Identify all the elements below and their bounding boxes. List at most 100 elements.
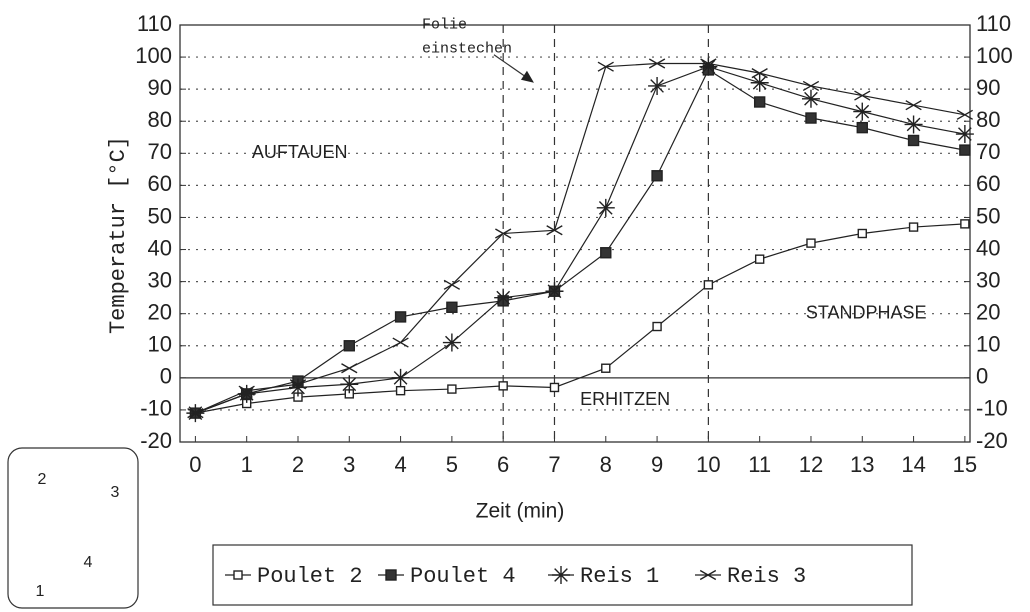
marker <box>648 58 666 69</box>
marker <box>546 225 563 236</box>
y-tick-label: 40 <box>148 235 172 260</box>
y-tick-label: 10 <box>148 332 172 357</box>
y2-tick-label: -10 <box>976 396 1008 421</box>
y-tick-label: -20 <box>140 428 172 453</box>
y2-tick-label: 0 <box>976 364 988 389</box>
y-tick-label: 80 <box>148 107 172 132</box>
plot-frame <box>179 24 971 443</box>
marker <box>596 198 615 217</box>
y-tick-label: 60 <box>148 171 172 196</box>
marker-shape <box>546 225 563 236</box>
x-tick-label: 6 <box>497 452 509 477</box>
marker-shape <box>905 100 922 111</box>
marker <box>601 363 611 373</box>
marker-shape <box>754 254 765 264</box>
marker-shape <box>753 96 766 108</box>
marker <box>498 381 508 391</box>
marker-shape <box>597 61 614 72</box>
marker <box>908 222 919 232</box>
y2-tick-label: 110 <box>976 11 1011 36</box>
marker <box>805 112 817 124</box>
x-tick-label: 2 <box>292 452 304 477</box>
x-tick-label: 13 <box>850 452 874 477</box>
inset-box <box>7 447 139 609</box>
x-tick-label: 14 <box>901 452 925 477</box>
marker-shape <box>959 144 971 156</box>
legend-label: Poulet 4 <box>410 564 516 589</box>
marker-shape <box>699 57 718 76</box>
marker-shape <box>857 228 867 239</box>
marker <box>959 144 971 156</box>
marker <box>600 247 612 259</box>
marker-shape <box>703 280 714 290</box>
y-tick-label: 110 <box>137 11 172 36</box>
marker <box>394 311 407 323</box>
x-tick-label: 7 <box>548 452 560 477</box>
marker-shape <box>699 569 717 581</box>
marker <box>700 58 717 69</box>
marker <box>750 73 769 92</box>
marker <box>907 134 920 147</box>
marker-shape <box>802 80 820 92</box>
marker-shape <box>960 219 970 229</box>
marker <box>288 378 307 397</box>
y2-tick-label: -20 <box>976 428 1008 453</box>
y-tick-label: 30 <box>148 267 172 292</box>
marker <box>857 228 867 239</box>
x-axis-label: Zeit (min) <box>476 500 565 523</box>
marker <box>703 280 714 290</box>
marker-shape <box>391 368 410 387</box>
x-tick-label: 4 <box>394 452 406 477</box>
marker <box>651 170 663 182</box>
inset-label: 3 <box>111 484 120 501</box>
marker <box>289 379 307 390</box>
marker <box>751 68 768 79</box>
series-line <box>195 223 965 414</box>
marker-shape <box>237 384 256 403</box>
marker <box>802 80 820 92</box>
marker-shape <box>549 382 560 393</box>
marker-shape <box>801 89 820 108</box>
x-tick-label: 11 <box>748 452 771 477</box>
x-tick-label: 10 <box>696 452 720 477</box>
marker <box>956 109 974 120</box>
inset-label: 1 <box>36 583 45 600</box>
marker <box>960 219 970 229</box>
x-tick-label: 5 <box>446 452 458 477</box>
marker <box>385 569 397 581</box>
marker-shape <box>395 385 406 396</box>
marker-shape <box>651 170 663 182</box>
marker <box>597 61 614 72</box>
marker-shape <box>955 125 974 144</box>
marker <box>495 228 512 239</box>
marker <box>187 408 204 419</box>
marker <box>545 282 564 301</box>
marker <box>238 385 255 396</box>
y-axis-label: Temperatur [°C] <box>106 136 131 334</box>
marker <box>341 363 358 374</box>
marker <box>549 382 560 393</box>
marker <box>494 288 513 307</box>
marker-shape <box>956 109 974 120</box>
marker-shape <box>552 566 570 584</box>
marker-shape <box>442 333 461 352</box>
marker-shape <box>233 570 243 580</box>
arrow-note: Folie <box>422 17 467 34</box>
marker-shape <box>385 569 397 581</box>
x-tick-label: 15 <box>953 452 977 477</box>
y2-tick-label: 90 <box>976 75 1000 100</box>
marker-shape <box>648 58 666 69</box>
marker-shape <box>343 340 355 352</box>
marker-shape <box>648 76 667 95</box>
y2-tick-label: 20 <box>976 300 1000 325</box>
marker <box>856 121 868 134</box>
marker-shape <box>854 90 871 101</box>
marker-shape <box>700 58 717 69</box>
y-tick-label: 70 <box>148 139 172 164</box>
marker-shape <box>341 363 358 374</box>
marker-shape <box>853 102 872 121</box>
marker-shape <box>805 112 817 124</box>
marker <box>552 566 570 584</box>
x-tick-label: 1 <box>241 452 253 477</box>
y2-tick-label: 60 <box>976 171 1000 196</box>
